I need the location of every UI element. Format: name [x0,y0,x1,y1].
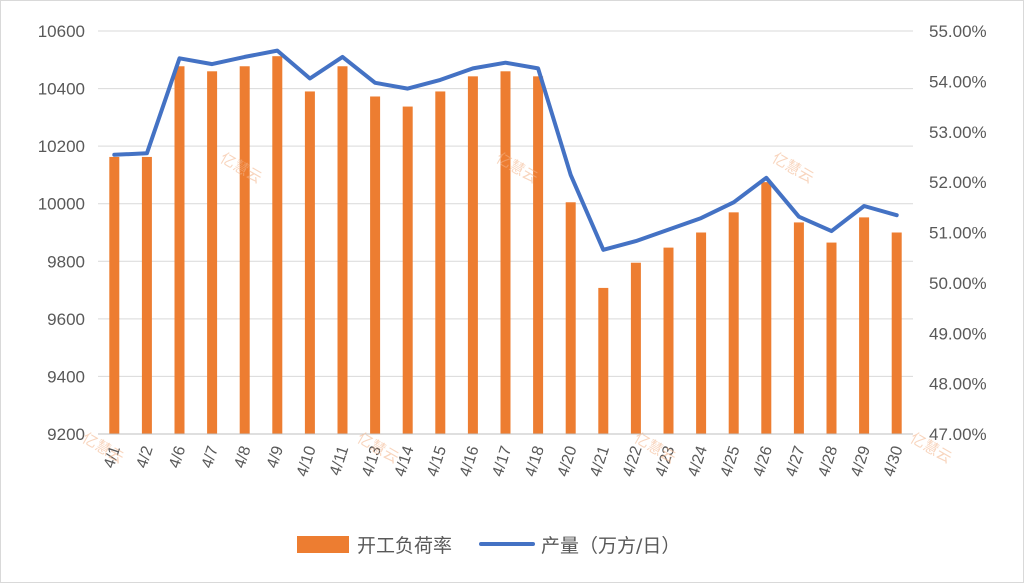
bar-series [109,56,902,435]
x-tick-label: 4/11 [327,444,352,478]
x-axis: 4/1 4/2 4/6 4/7 4/8 4/9 4/10 4/11 4/13 4/14 4/15 4/… [98,433,913,479]
x-tick-label: 4/15 [424,444,450,479]
left-tick-label: 10000 [38,195,85,214]
right-tick-label: 50.00% [929,274,987,293]
bar [859,217,870,434]
bar [402,106,413,434]
x-tick-label: 4/24 [685,444,711,479]
right-tick-label: 47.00% [929,425,987,444]
x-tick-label: 4/25 [718,444,744,479]
right-tick-label: 52.00% [929,173,987,192]
legend-bar-swatch [297,536,349,553]
x-tick-label: 4/30 [881,444,907,479]
x-tick-label: 4/6 [166,444,189,471]
bar [272,56,283,434]
bar [565,202,576,434]
bar [109,156,120,434]
legend-bar-label: 开工负荷率 [357,535,452,557]
right-tick-label: 49.00% [929,324,987,343]
bar [337,66,348,434]
bar [826,242,837,434]
bar [728,212,739,434]
bar [467,76,478,435]
production-line [112,48,899,252]
legend-line-label: 产量（万方/日） [541,535,680,557]
bar [304,91,315,434]
right-axis: 47.00% 48.00% 49.00% 50.00% 51.00% 52.00% 53.0… [929,22,987,444]
right-tick-label: 55.00% [929,22,987,41]
x-tick-label: 4/20 [555,444,581,479]
bar [761,182,772,434]
bar [598,287,609,434]
bar [207,71,218,435]
x-tick-label: 4/26 [750,444,776,479]
left-tick-label: 9600 [47,310,85,329]
x-tick-label: 4/17 [490,444,516,479]
left-tick-label: 9400 [47,367,85,386]
bar [370,96,381,435]
bar [174,66,185,434]
x-tick-label: 4/18 [522,444,548,479]
x-tick-label: 4/10 [294,444,320,479]
x-tick-label: 4/16 [457,444,483,479]
bar [630,262,641,434]
x-tick-label: 4/21 [587,444,613,479]
legend: 开工负荷率 产量（万方/日） [297,535,680,557]
bar [141,156,152,434]
bar [663,247,674,434]
bar [891,232,902,434]
right-tick-label: 54.00% [929,72,987,91]
bar [696,232,707,434]
right-tick-label: 51.00% [929,224,987,243]
left-axis: 9200 9400 9600 9800 10000 10200 10400 10600 [38,22,85,444]
left-tick-label: 10600 [38,22,85,41]
right-tick-label: 53.00% [929,123,987,142]
left-tick-label: 10400 [38,80,85,99]
right-tick-label: 48.00% [929,375,987,394]
left-tick-label: 10200 [38,137,85,156]
x-tick-label: 4/8 [231,444,254,471]
bar [533,76,544,435]
bar [239,66,250,434]
x-tick-label: 4/1 [101,444,124,471]
left-tick-label: 9200 [47,425,85,444]
bar [435,91,446,434]
watermark-text: 亿慧云 [769,149,817,187]
x-tick-label: 4/2 [134,444,157,471]
x-tick-label: 4/29 [848,444,874,479]
bar [793,222,804,434]
bar [500,71,511,435]
line-series [112,48,899,252]
x-tick-label: 4/28 [816,444,842,479]
left-tick-label: 9800 [47,252,85,271]
x-tick-label: 4/9 [264,444,287,471]
x-tick-label: 4/7 [199,444,222,471]
x-tick-label: 4/27 [783,444,809,479]
